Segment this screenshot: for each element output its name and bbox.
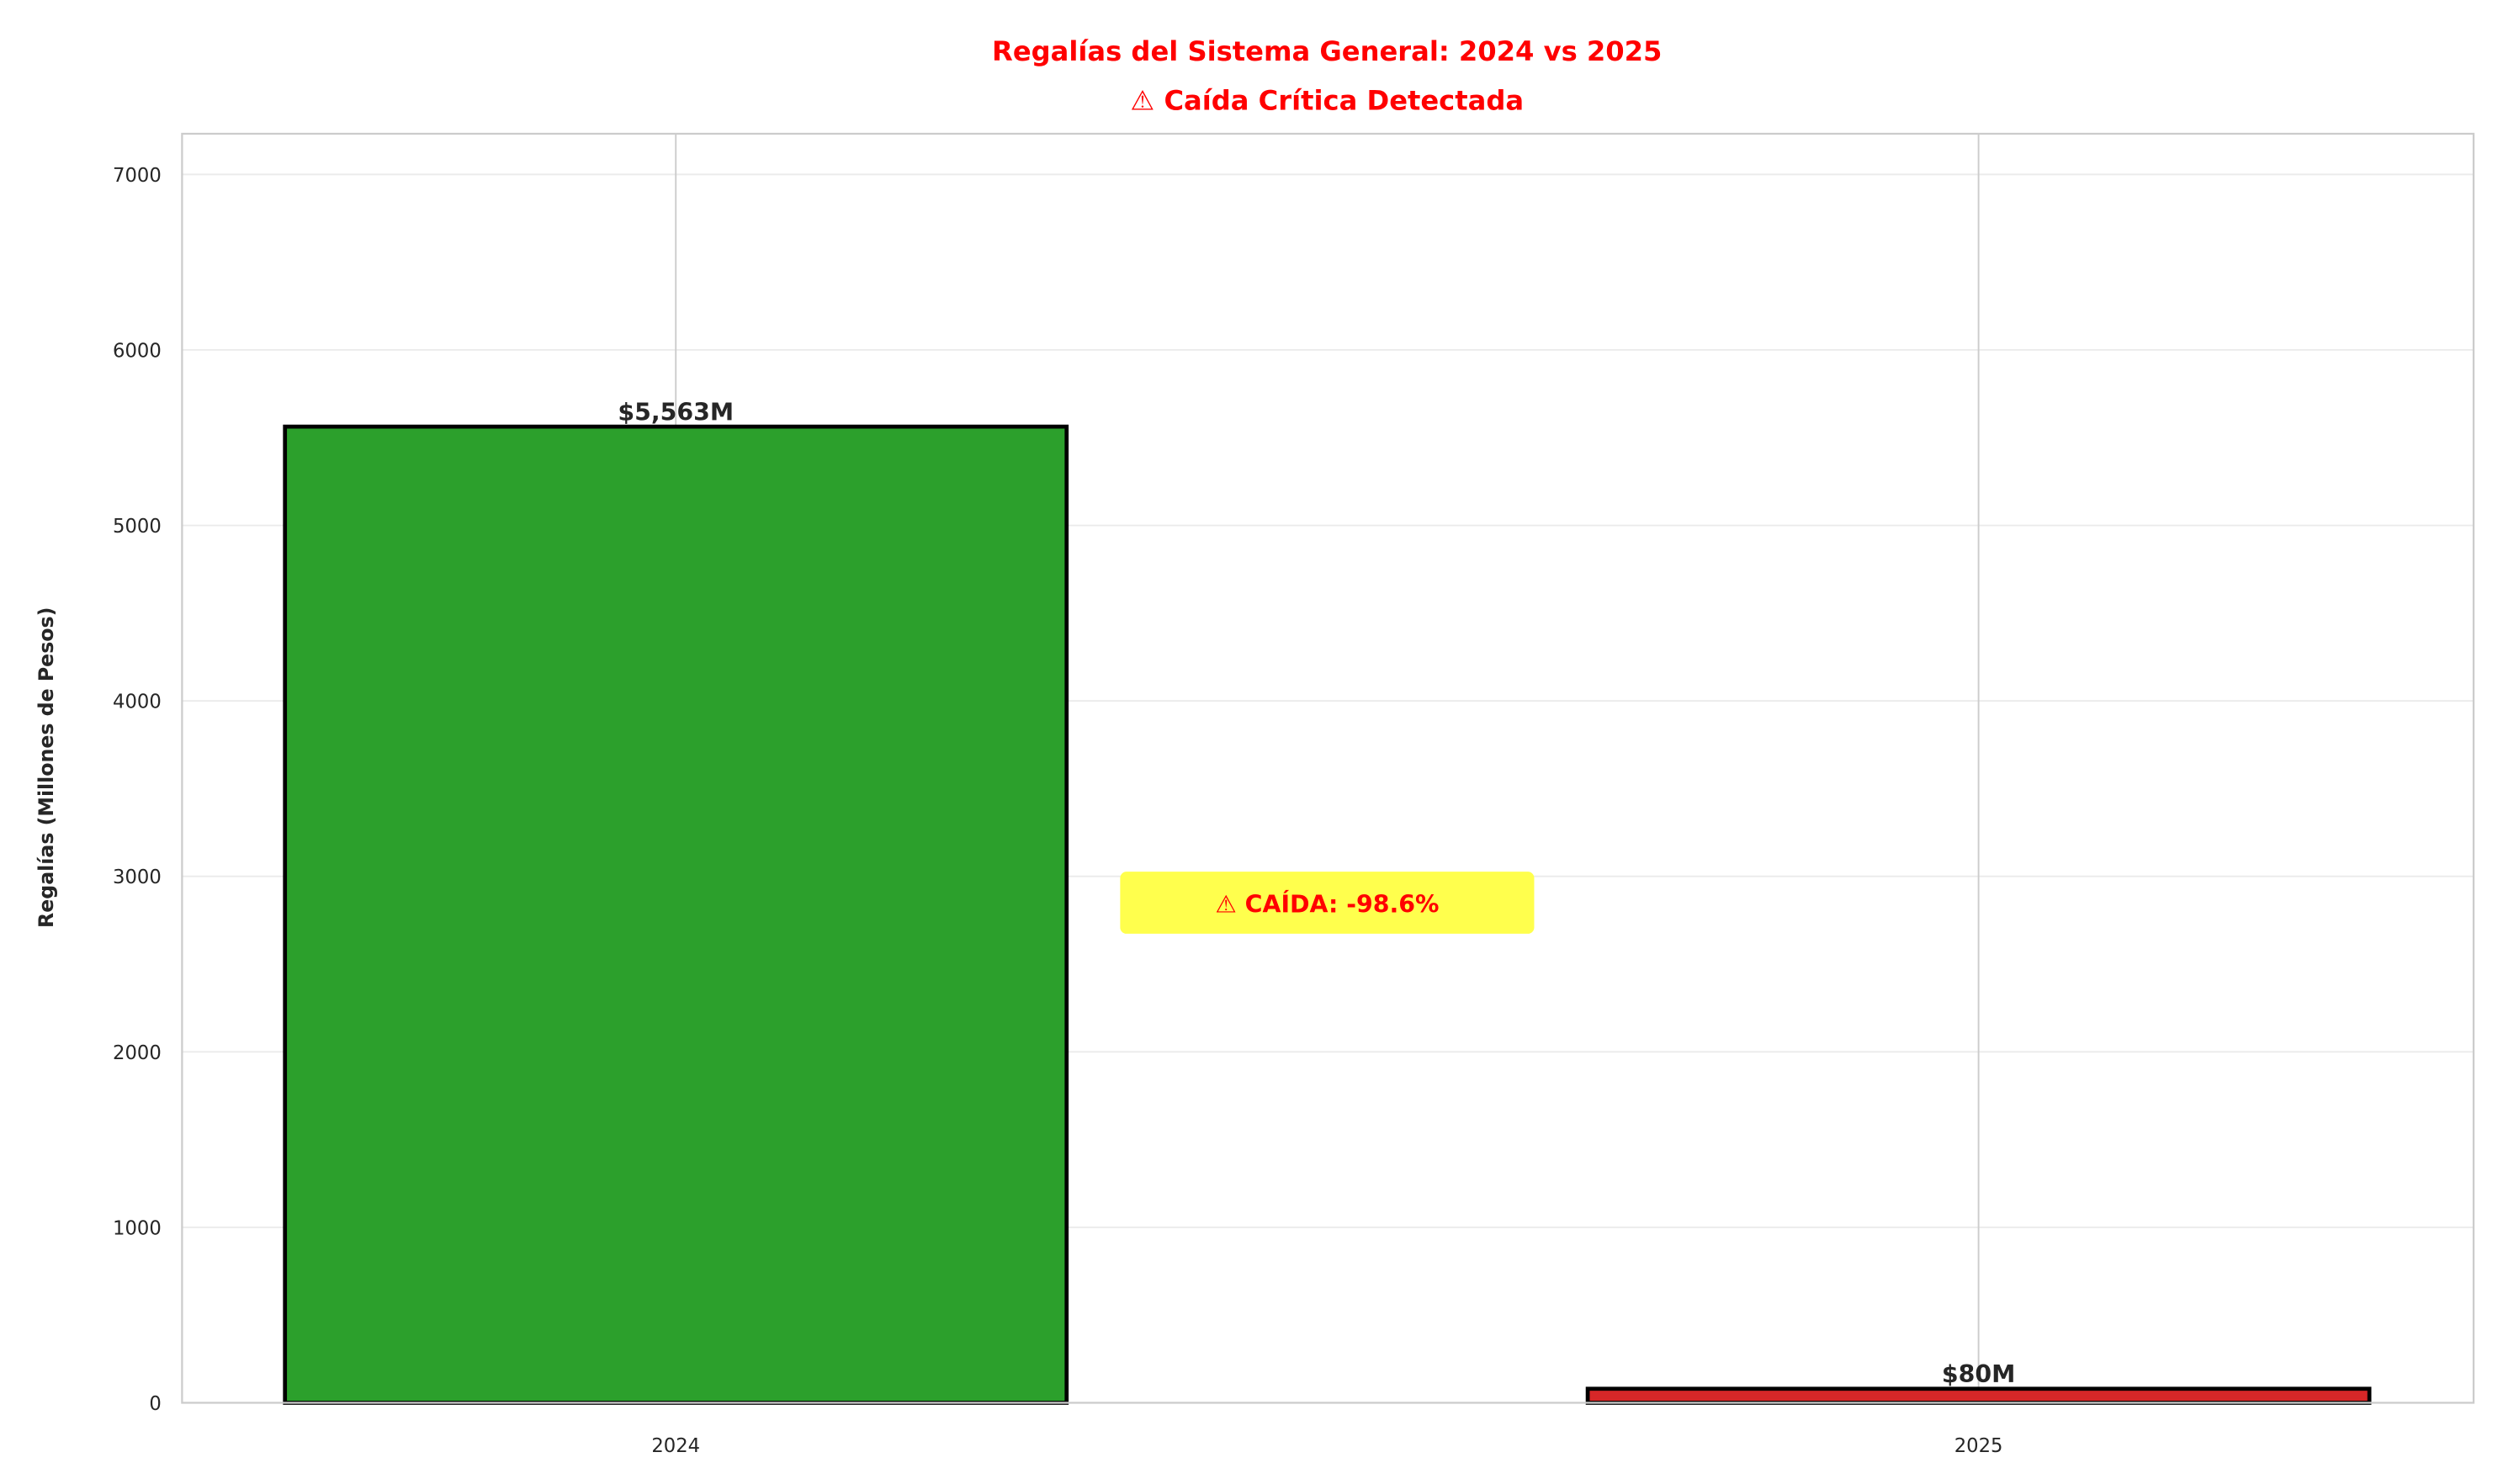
x-tick-label: 2025 xyxy=(1954,1435,2003,1457)
x-tick-label: 2024 xyxy=(651,1435,700,1457)
annotation-text: ⚠ CAÍDA: -98.6% xyxy=(1215,889,1439,918)
data-label: $80M xyxy=(1942,1360,2015,1388)
bars xyxy=(283,424,2372,1405)
y-tick-label: 6000 xyxy=(113,340,162,362)
annotation: ⚠ CAÍDA: -98.6% xyxy=(1120,872,1535,934)
y-tick-label: 3000 xyxy=(113,867,162,888)
y-axis-label: Regalías (Millones de Pesos) xyxy=(34,607,58,928)
y-tick-label: 7000 xyxy=(113,165,162,187)
chart-title-line2: ⚠ Caída Crítica Detectada xyxy=(1130,85,1524,117)
y-tick-labels: 0 1000 2000 3000 4000 5000 6000 7000 xyxy=(113,165,162,1415)
annotation-box xyxy=(1120,872,1535,934)
data-label: $5,563M xyxy=(618,399,734,427)
y-tick-label: 2000 xyxy=(113,1042,162,1064)
y-tick-label: 5000 xyxy=(113,516,162,538)
x-tick-labels: 2024 2025 xyxy=(651,1435,2002,1457)
chart-title-line1: Regalías del Sistema General: 2024 vs 20… xyxy=(992,35,1662,67)
data-labels: $5,563M $80M xyxy=(618,399,2015,1389)
y-tick-label: 1000 xyxy=(113,1217,162,1239)
y-tick-label: 4000 xyxy=(113,692,162,713)
bar-2024 xyxy=(283,424,1069,1405)
plot-area-frame xyxy=(181,132,2475,1404)
bar-2025 xyxy=(1585,1386,2372,1405)
y-tick-label: 0 xyxy=(149,1393,161,1415)
